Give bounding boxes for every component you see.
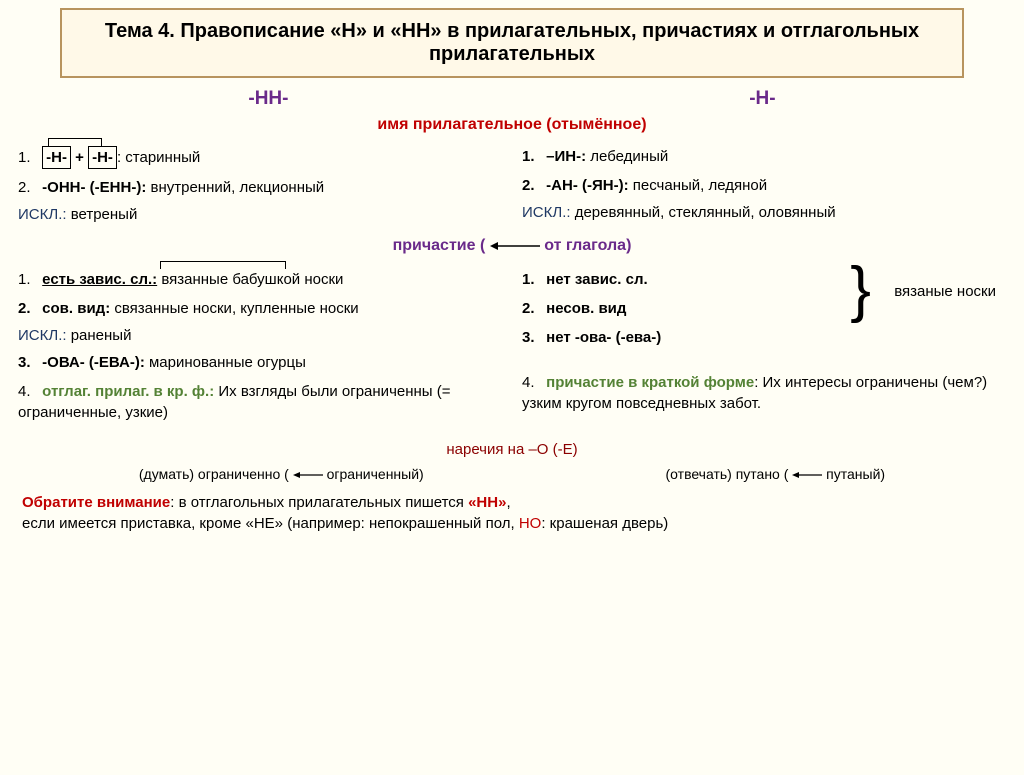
suffix-in: –ИН-: — [546, 148, 586, 165]
plus-sign: + — [71, 149, 88, 166]
suffix-n2: -Н- — [88, 146, 117, 169]
note-label: Обратите внимание — [22, 494, 170, 511]
rule-item: 2. сов. вид: связанные носки, купленные … — [18, 298, 502, 319]
section3-title: наречия на –О (-Е) — [18, 441, 1006, 458]
section1-left: 1. -Н- + -Н- : старинный 2. -ОНН- (-ЕНН-… — [18, 138, 502, 229]
rule-item: 3. -ОВА- (-ЕВА-): маринованные огурцы — [18, 352, 502, 373]
section2-left: 1. есть завис. сл.: вязанные бабушкой но… — [18, 261, 502, 431]
rule-item: 4. отглаг. прилаг. в кр. ф.: Их взгляды … — [18, 381, 502, 423]
footnote: Обратите внимание: в отглагольных прилаг… — [18, 492, 1006, 534]
condition-label: сов. вид: — [42, 300, 110, 317]
rule-number: 3. — [18, 352, 38, 373]
exception-label: ИСКЛ.: — [18, 206, 67, 223]
content-area: -НН- -Н- имя прилагательное (отымённое) … — [0, 88, 1024, 534]
col-header-n: -Н- — [749, 88, 775, 110]
adverb-left: (думать) ограниченно ( ограниченный) — [139, 466, 424, 482]
column-headers: -НН- -Н- — [18, 88, 1006, 110]
condition-text: несов. вид — [546, 300, 626, 317]
rule-item: 1. есть завис. сл.: вязанные бабушкой но… — [18, 269, 502, 290]
participle-label: причастие ( — [393, 237, 490, 254]
section2-title: причастие ( от глагола) — [18, 237, 1006, 255]
brace-icon: } — [850, 259, 871, 321]
section1-columns: 1. -Н- + -Н- : старинный 2. -ОНН- (-ЕНН-… — [18, 138, 1006, 229]
example-text: вязанные бабушкой носки — [157, 271, 343, 288]
rule-item: 4. причастие в краткой форме: Их интерес… — [522, 372, 1006, 414]
suffix-onn: -ОНН- (-ЕНН-): — [42, 179, 146, 196]
arrow-left-icon — [293, 470, 323, 480]
participle-from: от глагола) — [540, 237, 632, 254]
rule-number: 1. — [18, 269, 38, 290]
rule-number: 4. — [522, 372, 542, 393]
arrow-left-icon — [490, 240, 540, 252]
arrow-left-icon — [792, 470, 822, 480]
rule-item: 2. -ОНН- (-ЕНН-): внутренний, лекционный — [18, 177, 502, 198]
note-text2: если имеется приставка, кроме «НЕ» (напр… — [22, 515, 519, 532]
exception: ИСКЛ.: деревянный, стеклянный, оловянный — [522, 204, 1006, 221]
example-text: маринованные огурцы — [145, 354, 306, 371]
exception: ИСКЛ.: ветреный — [18, 206, 502, 223]
suffix-ova: -ОВА- (-ЕВА-): — [42, 354, 145, 371]
col-header-nn: -НН- — [248, 88, 288, 110]
exception-label: ИСКЛ.: — [18, 327, 67, 344]
adverb-right: (отвечать) путано ( путаный) — [666, 466, 886, 482]
condition-text: нет -ова- (-ева-) — [546, 329, 661, 346]
example-text: : старинный — [117, 149, 200, 166]
condition-label: отглаг. прилаг. в кр. ф.: — [42, 383, 214, 400]
example-text: лебединый — [586, 148, 668, 165]
example-text: связанные носки, купленные носки — [110, 300, 358, 317]
note-text: : в отглагольных прилагательных пишется — [170, 494, 468, 511]
note-text3: : крашеная дверь) — [541, 515, 668, 532]
rule-number: 1. — [522, 146, 542, 167]
note-no: НО — [519, 515, 542, 532]
exception-label: ИСКЛ.: — [522, 204, 571, 221]
page-title: Тема 4. Правописание «Н» и «НН» в прилаг… — [82, 20, 942, 66]
exception-text: деревянный, стеклянный, оловянный — [571, 204, 836, 221]
rule-number: 4. — [18, 381, 38, 402]
rule-number: 1. — [522, 269, 542, 290]
note-nn: «НН» — [468, 494, 506, 511]
section1-title: имя прилагательное (отымённое) — [18, 116, 1006, 134]
brace-example: вязаные носки — [894, 283, 996, 300]
rule-item: 3. нет -ова- (-ева-) — [522, 327, 1006, 348]
adverb-examples: (думать) ограниченно ( ограниченный) (от… — [18, 466, 1006, 482]
rule-number: 2. — [522, 298, 542, 319]
header-box: Тема 4. Правописание «Н» и «НН» в прилаг… — [60, 8, 964, 78]
rule-number: 2. — [18, 298, 38, 319]
exception-text: ветреный — [67, 206, 138, 223]
exception: ИСКЛ.: раненый — [18, 327, 502, 344]
condition-label: есть завис. сл.: — [42, 271, 157, 288]
condition-label: причастие в краткой форме — [546, 374, 754, 391]
note-comma: , — [506, 494, 510, 511]
exception-text: раненый — [67, 327, 132, 344]
condition-text: нет завис. сл. — [546, 271, 647, 288]
rule-number: 1. — [18, 147, 38, 168]
section2-columns: 1. есть завис. сл.: вязанные бабушкой но… — [18, 261, 1006, 431]
rule-item: 1. –ИН-: лебединый — [522, 146, 1006, 167]
rule-number: 3. — [522, 327, 542, 348]
rule-item: 1. -Н- + -Н- : старинный — [18, 146, 502, 169]
section1-right: 1. –ИН-: лебединый 2. -АН- (-ЯН-): песча… — [522, 138, 1006, 229]
rule-number: 2. — [18, 177, 38, 198]
suffix-n: -Н- — [42, 146, 71, 169]
example-text: внутренний, лекционный — [146, 179, 324, 196]
suffix-an: -АН- (-ЯН-): — [546, 177, 628, 194]
rule-number: 2. — [522, 175, 542, 196]
example-text: песчаный, ледяной — [629, 177, 768, 194]
rule-item: 2. -АН- (-ЯН-): песчаный, ледяной — [522, 175, 1006, 196]
section2-right: 1. нет завис. сл. 2. несов. вид 3. нет -… — [522, 261, 1006, 431]
rule-item: 2. несов. вид — [522, 298, 1006, 319]
